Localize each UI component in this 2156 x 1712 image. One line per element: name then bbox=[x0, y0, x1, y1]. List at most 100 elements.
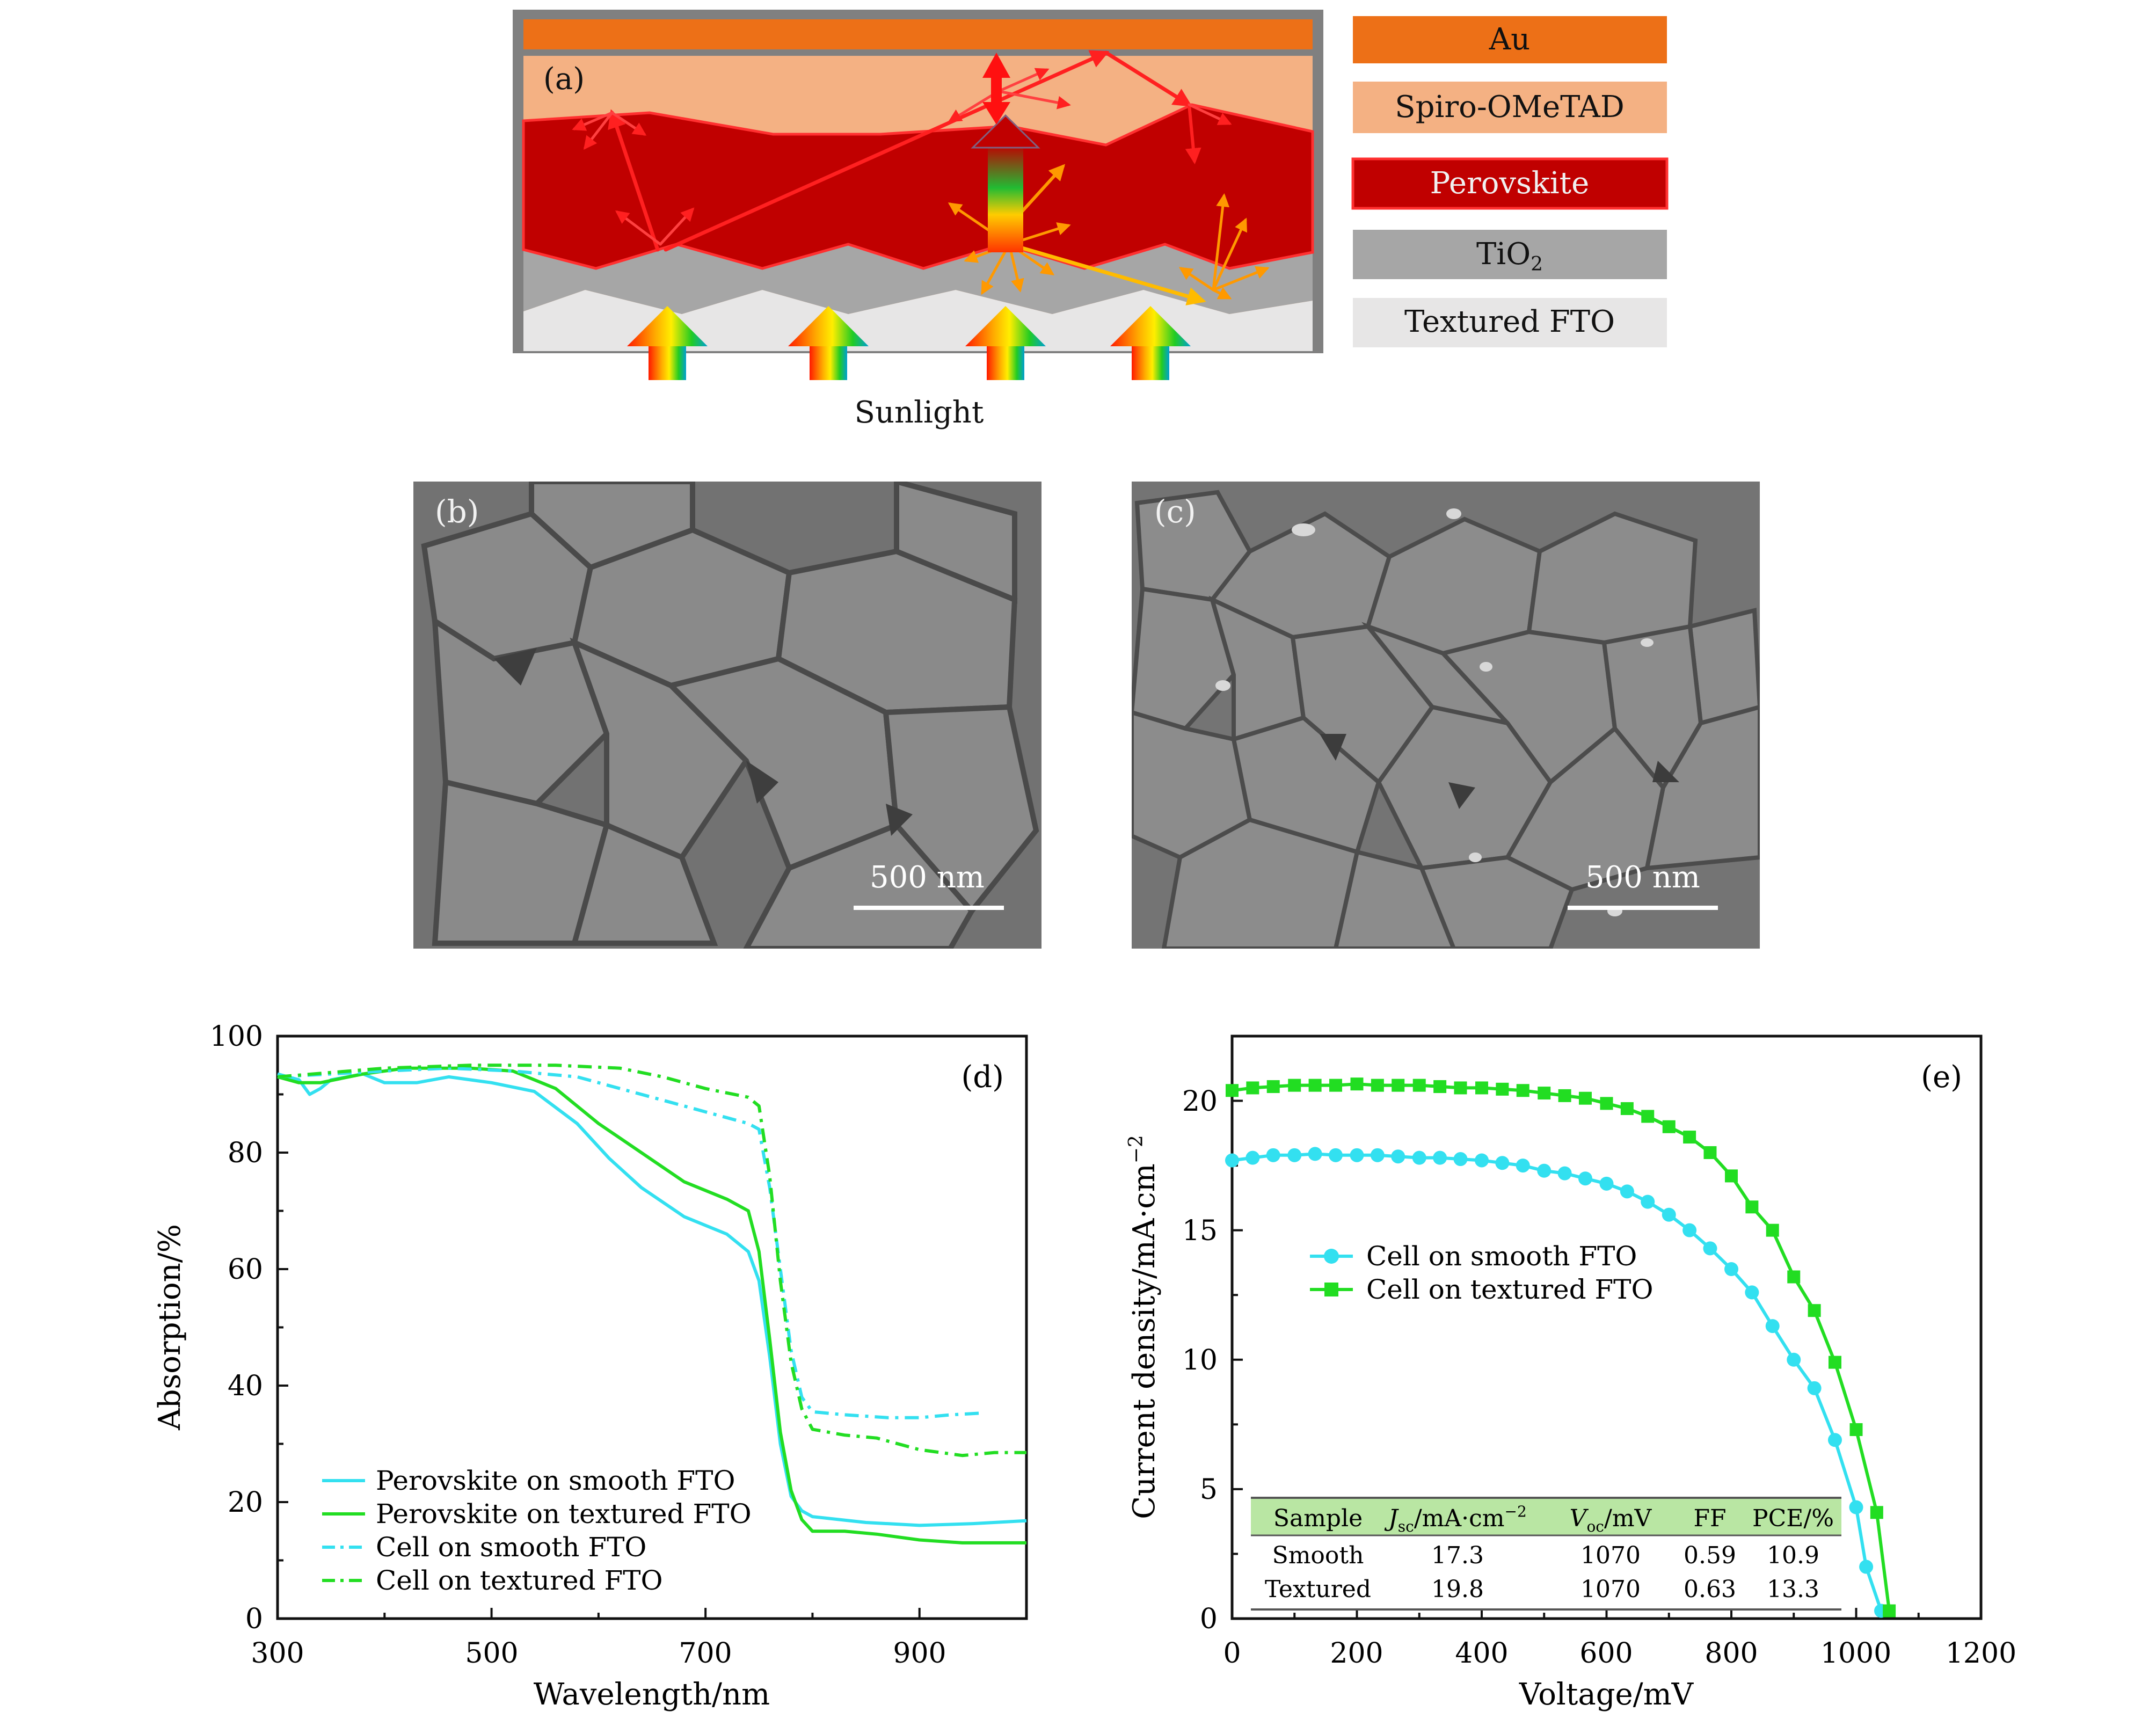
legend-label-spiro: Spiro-OMeTAD bbox=[1395, 90, 1625, 125]
data-point-1 bbox=[1496, 1082, 1509, 1096]
table-header-sample: Sample bbox=[1273, 1505, 1363, 1532]
light-ray bbox=[610, 111, 647, 136]
data-point-0 bbox=[1225, 1153, 1239, 1168]
scale-bar-c bbox=[1568, 906, 1718, 910]
light-ray bbox=[572, 111, 614, 131]
table-cell: 10.9 bbox=[1767, 1542, 1819, 1569]
table-header-pce: PCE/% bbox=[1752, 1505, 1834, 1532]
data-point-1 bbox=[1725, 1169, 1738, 1183]
data-point-1 bbox=[1600, 1097, 1613, 1110]
sunlight-arrow bbox=[1110, 306, 1191, 380]
y-tick-e-0: 0 bbox=[1200, 1603, 1218, 1635]
data-point-0 bbox=[1827, 1433, 1842, 1447]
data-point-0 bbox=[1682, 1223, 1697, 1237]
y-tick-d-20: 20 bbox=[228, 1487, 263, 1519]
legend-swatch-perovskite bbox=[1351, 157, 1669, 210]
x-tick-e-1000: 1000 bbox=[1820, 1637, 1891, 1670]
table-cell: 1070 bbox=[1580, 1576, 1641, 1603]
y-tick-e-10: 10 bbox=[1182, 1344, 1218, 1376]
data-point-0 bbox=[1308, 1147, 1322, 1161]
data-point-1 bbox=[1246, 1081, 1259, 1095]
legend-d-label-2: Cell on smooth FTO bbox=[376, 1532, 646, 1563]
sunlight-arrows bbox=[627, 306, 1191, 380]
table-cell: 19.8 bbox=[1431, 1576, 1484, 1603]
data-point-0 bbox=[1662, 1207, 1676, 1222]
legend-swatch-fto bbox=[1353, 298, 1667, 347]
data-point-1 bbox=[1433, 1080, 1447, 1094]
y-tick-d-80: 80 bbox=[228, 1137, 263, 1169]
data-point-1 bbox=[1703, 1146, 1717, 1159]
y-tick-d-40: 40 bbox=[228, 1370, 263, 1402]
light-ray bbox=[1212, 193, 1230, 292]
light-ray bbox=[608, 109, 660, 252]
legend-d-label-0: Perovskite on smooth FTO bbox=[376, 1465, 735, 1496]
sem-texture-c bbox=[1132, 482, 1760, 949]
light-ray bbox=[997, 90, 1071, 110]
data-point-1 bbox=[1392, 1079, 1405, 1092]
layer-legend: Au Spiro-OMeTAD Perovskite TiO2 Textured… bbox=[1351, 16, 1669, 347]
light-ray bbox=[948, 90, 1000, 122]
light-ray bbox=[615, 210, 662, 246]
legend-swatch-au bbox=[1353, 16, 1667, 63]
data-point-1 bbox=[1412, 1079, 1426, 1092]
light-ray bbox=[659, 207, 695, 246]
data-point-0 bbox=[1266, 1148, 1280, 1162]
data-point-0 bbox=[1516, 1159, 1530, 1173]
data-point-1 bbox=[1578, 1091, 1592, 1105]
light-ray bbox=[664, 50, 1110, 252]
y-tick-d-100: 100 bbox=[210, 1021, 263, 1053]
data-point-0 bbox=[1412, 1150, 1426, 1165]
y-tick-e-20: 20 bbox=[1182, 1086, 1218, 1118]
table-header-jsc: Jsc/mA·cm−2 bbox=[1384, 1503, 1527, 1535]
legend-swatch-tio2 bbox=[1353, 230, 1667, 279]
data-point-0 bbox=[1287, 1148, 1302, 1162]
data-point-0 bbox=[1453, 1152, 1468, 1167]
light-ray bbox=[1212, 217, 1247, 292]
data-point-0 bbox=[1578, 1171, 1592, 1186]
transmitted-light-arrow bbox=[971, 53, 1040, 252]
data-point-1 bbox=[1308, 1079, 1322, 1092]
data-point-0 bbox=[1495, 1156, 1510, 1170]
data-point-1 bbox=[1226, 1084, 1239, 1097]
data-point-1 bbox=[1329, 1079, 1342, 1092]
textured-fto-layer bbox=[523, 290, 1313, 351]
data-point-0 bbox=[1328, 1148, 1343, 1162]
legend-e-label-1: Cell on textured FTO bbox=[1366, 1274, 1654, 1305]
x-tick-d-300: 300 bbox=[251, 1637, 304, 1670]
light-ray bbox=[997, 68, 1050, 93]
sem-image-c: (c) 500 nm bbox=[1132, 482, 1760, 949]
data-point-1 bbox=[1766, 1223, 1779, 1237]
data-point-1 bbox=[1266, 1080, 1280, 1094]
series-layer-e bbox=[1225, 1077, 1896, 1618]
data-point-1 bbox=[1641, 1110, 1655, 1123]
table-header-row bbox=[1251, 1498, 1841, 1535]
panel-d-chart: 300 500 700 900 0 20 40 60 80 100 Wavele… bbox=[152, 1021, 1028, 1712]
light-ray bbox=[1007, 242, 1206, 305]
data-point-0 bbox=[1599, 1176, 1614, 1191]
data-point-1 bbox=[1787, 1270, 1801, 1284]
panel-e-chart: 0 200 400 600 800 1000 1200 0 5 10 15 20… bbox=[1125, 1035, 2016, 1712]
data-point-0 bbox=[1350, 1148, 1364, 1162]
x-tick-d-900: 900 bbox=[893, 1637, 946, 1670]
table-cell: Textured bbox=[1265, 1576, 1371, 1603]
sunlight-arrow bbox=[788, 306, 869, 380]
scale-bar-label-b: 500 nm bbox=[870, 860, 985, 895]
light-ray bbox=[1212, 287, 1232, 300]
panel-b-label: (b) bbox=[435, 493, 479, 530]
data-point-1 bbox=[1350, 1077, 1364, 1091]
data-point-0 bbox=[1765, 1319, 1780, 1334]
x-tick-e-600: 600 bbox=[1579, 1637, 1633, 1670]
legend-e-label-0: Cell on smooth FTO bbox=[1366, 1241, 1637, 1272]
y-tick-d-60: 60 bbox=[228, 1254, 263, 1286]
data-point-1 bbox=[1620, 1102, 1634, 1116]
sunlight-arrow bbox=[965, 306, 1046, 380]
legend-swatch-spiro bbox=[1353, 82, 1667, 133]
table-header-voc: Voc/mV bbox=[1570, 1505, 1652, 1535]
data-point-0 bbox=[1787, 1352, 1801, 1367]
data-point-1 bbox=[1538, 1087, 1551, 1100]
table-cell: 1070 bbox=[1580, 1542, 1641, 1569]
panel-d-label: (d) bbox=[961, 1060, 1004, 1095]
x-tick-e-400: 400 bbox=[1455, 1637, 1508, 1670]
panel-e-label: (e) bbox=[1921, 1060, 1962, 1095]
legend-e-marker-0 bbox=[1324, 1249, 1339, 1264]
